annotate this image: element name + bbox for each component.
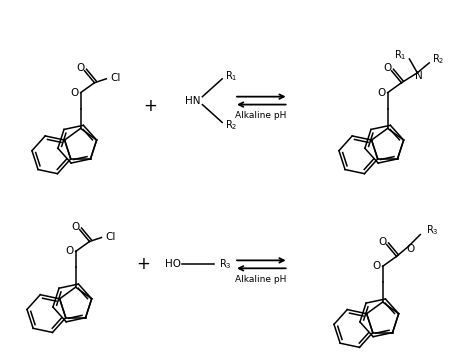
Text: Cl: Cl (110, 73, 120, 83)
Text: O: O (76, 63, 85, 73)
Text: O: O (406, 244, 414, 255)
Text: R$_3$: R$_3$ (426, 224, 439, 238)
Text: Alkaline pH: Alkaline pH (235, 275, 286, 284)
Text: Cl: Cl (105, 231, 115, 242)
Text: R$_2$: R$_2$ (225, 118, 238, 132)
Text: O: O (383, 63, 392, 73)
Text: R$_1$: R$_1$ (394, 48, 406, 62)
Text: O: O (379, 237, 387, 247)
Text: N: N (415, 71, 423, 81)
Text: Alkaline pH: Alkaline pH (235, 111, 286, 120)
Text: +: + (136, 255, 150, 273)
Text: O: O (70, 88, 79, 98)
Text: O: O (71, 222, 80, 231)
Text: O: O (378, 88, 386, 98)
Text: HO: HO (165, 259, 181, 269)
Text: HN: HN (185, 96, 200, 105)
Text: +: + (143, 96, 157, 114)
Text: R$_2$: R$_2$ (432, 52, 445, 66)
Text: O: O (66, 247, 74, 256)
Text: O: O (373, 261, 381, 271)
Text: R$_3$: R$_3$ (219, 257, 232, 271)
Text: R$_1$: R$_1$ (225, 69, 238, 83)
